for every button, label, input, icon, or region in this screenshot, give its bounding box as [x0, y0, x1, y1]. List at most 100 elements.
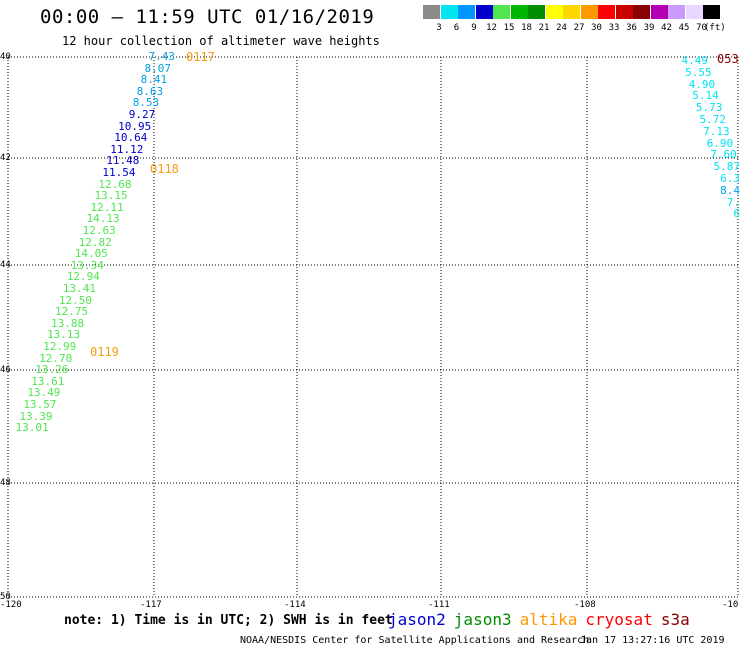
wave-height-value: 6.3: [720, 172, 740, 185]
legend-label: 21: [538, 23, 550, 33]
wave-height-value: 8.4: [720, 183, 740, 197]
legend-swatch: [475, 5, 493, 19]
longitude-label: -114: [284, 600, 306, 610]
wave-height-value: 8.63: [136, 84, 164, 98]
latitude-label: 46: [0, 365, 11, 375]
legend-swatch: [440, 5, 458, 19]
wave-height-value: 7.13: [703, 124, 730, 138]
longitude-label: -10: [722, 600, 739, 610]
wave-height-value: 5.87: [713, 160, 740, 174]
wave-height-value: 7.: [726, 195, 740, 209]
wave-height-value: 12.75: [54, 305, 89, 319]
wave-height-value: 8.53: [132, 96, 160, 110]
satellite-legend: jason2 jason3 altika cryosat s3a: [388, 610, 698, 629]
longitude-label: -120: [0, 600, 22, 610]
wave-height-value: 5.14: [692, 89, 719, 103]
wave-height-value: 14.05: [74, 247, 108, 261]
credit-text: NOAA/NESDIS Center for Satellite Applica…: [240, 635, 590, 646]
note-text: note: 1) Time is in UTC; 2) SWH is in fe…: [64, 613, 393, 628]
wave-height-value: 13.41: [62, 282, 96, 295]
time-marker: 0117: [186, 50, 215, 64]
wave-height-value: 5.73: [695, 101, 723, 115]
time-marker: 0119: [90, 345, 119, 359]
wave-height-value: 13.61: [31, 374, 65, 388]
latitude-label: 42: [0, 153, 11, 163]
wave-height-value: 7.43: [148, 50, 176, 63]
legend-swatch: [615, 5, 633, 19]
legend-swatch: [598, 5, 615, 19]
wave-height-value: 12.63: [82, 224, 116, 237]
legend-swatch: [563, 5, 580, 19]
wave-height-value: 13.34: [70, 258, 104, 272]
satellite-label: jason2: [388, 610, 446, 629]
wave-height-value: 12.70: [39, 351, 73, 365]
wave-height-value: 11.54: [102, 166, 136, 179]
latitude-label: 50: [0, 592, 11, 602]
legend-swatch: [633, 5, 650, 19]
wave-height-value: 9.27: [128, 108, 156, 121]
legend-swatch: [423, 5, 440, 19]
wave-height-value: 12.50: [58, 293, 93, 307]
wave-height-value: 13.57: [23, 398, 57, 411]
legend-label: 45: [678, 23, 690, 33]
longitude-label: -117: [140, 600, 162, 610]
legend-swatch: [580, 5, 598, 19]
wave-height-value: 11.48: [106, 154, 140, 168]
wave-height-value: 13.01: [15, 421, 49, 435]
wave-height-value: 11.12: [110, 142, 144, 156]
latitude-label: 44: [0, 260, 11, 270]
wave-height-value: 5.55: [685, 65, 712, 79]
legend-label: 33: [608, 23, 620, 33]
legend-swatch: [510, 5, 528, 19]
wave-height-value: 14.13: [86, 212, 120, 226]
legend-label: 18: [521, 23, 532, 33]
wave-height-value: 13.49: [27, 386, 61, 400]
legend-label: 36: [626, 23, 637, 33]
legend-swatch: [668, 5, 685, 19]
wave-height-value: 5.72: [699, 113, 727, 126]
wave-height-value: 4.49: [681, 54, 709, 67]
legend-unit: (ft): [704, 23, 726, 33]
wave-height-value: 12.82: [78, 235, 112, 249]
legend-label: 42: [661, 23, 672, 33]
wave-height-value: 7.60: [710, 148, 737, 162]
legend-label: 12: [486, 23, 497, 33]
time-marker: 0118: [150, 162, 179, 176]
legend-label: 39: [643, 23, 655, 33]
wave-height-value: 12.11: [90, 200, 124, 214]
longitude-label: -111: [428, 600, 450, 610]
wave-height-value: 13.39: [19, 409, 53, 423]
longitude-label: -108: [574, 600, 596, 610]
wave-height-value: 13.13: [47, 328, 81, 342]
satellite-label: jason3: [453, 610, 512, 629]
latitude-label: 40: [0, 52, 11, 62]
wave-height-value: 10.64: [114, 131, 148, 145]
page-subtitle: 12 hour collection of altimeter wave hei…: [62, 34, 380, 48]
wave-height-value: 6: [733, 207, 740, 221]
legend-swatch: [703, 5, 720, 19]
satellite-label: cryosat: [585, 610, 653, 629]
wave-height-value: 13.15: [94, 189, 128, 203]
wave-height-value: 12.94: [66, 270, 100, 284]
latitude-label: 48: [0, 478, 11, 488]
legend-label: 3: [436, 23, 442, 33]
wave-height-value: 8.07: [144, 61, 172, 75]
legend-label: 9: [471, 23, 477, 33]
wave-height-value: 13.26: [35, 363, 69, 377]
legend-label: 24: [556, 23, 567, 33]
legend-swatch: [528, 5, 545, 19]
wave-height-value: 10.95: [118, 119, 152, 133]
legend-swatch: [650, 5, 668, 19]
legend-swatch: [685, 5, 703, 19]
legend-swatch: [458, 5, 475, 19]
wave-height-value: 4.90: [688, 77, 716, 91]
wave-height-value: 12.99: [43, 340, 77, 353]
wave-height-value: 12.68: [98, 177, 132, 191]
legend-label: 70: [696, 23, 707, 33]
legend-swatch: [545, 5, 563, 19]
satellite-label: s3a: [660, 610, 690, 629]
legend-label: 15: [503, 23, 515, 33]
timestamp-text: Jan 17 13:27:16 UTC 2019: [580, 635, 725, 646]
legend-label: 6: [453, 23, 460, 33]
